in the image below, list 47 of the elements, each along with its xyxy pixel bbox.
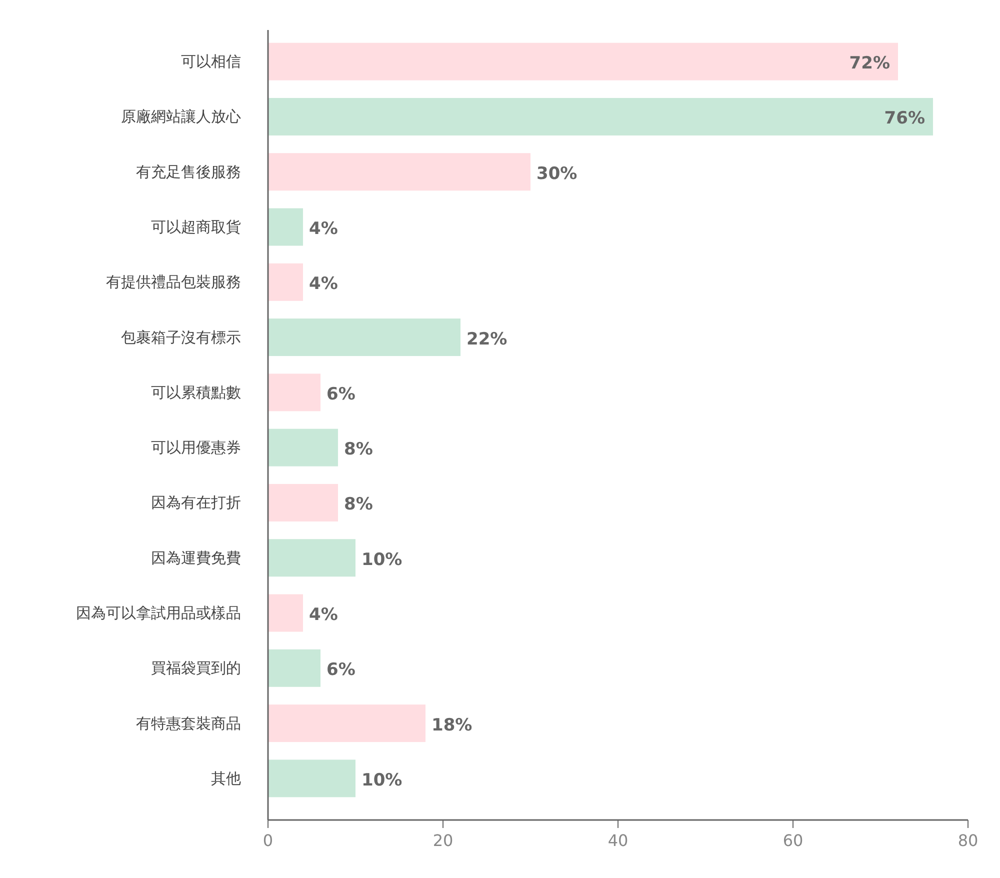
bar (268, 42, 898, 80)
data-label: 6% (326, 660, 356, 680)
y-tick-label: 可以相信 (181, 52, 241, 71)
data-label: 76% (884, 108, 925, 129)
data-label: 8% (344, 494, 373, 515)
bar (268, 760, 356, 798)
bar (268, 704, 426, 742)
bar (268, 649, 320, 687)
y-tick-label: 包裹箱子沒有標示 (121, 328, 241, 346)
x-tick-label: 0 (262, 831, 274, 850)
y-tick-label: 可以超商取貨 (151, 218, 241, 236)
y-tick-label: 可以累積點數 (151, 383, 241, 402)
y-tick-label: 其他 (211, 769, 241, 788)
bar (268, 484, 338, 522)
y-tick-label: 有充足售後服務 (136, 162, 241, 181)
y-tick-label: 因為有在打折 (151, 494, 241, 512)
x-tick-label: 40 (608, 831, 628, 850)
data-label: 18% (432, 715, 472, 736)
y-tick-label: 因為可以拿試用品或樣品 (76, 604, 241, 622)
y-tick-label: 因為運費免費 (151, 548, 241, 567)
y-tick-label: 原廠網站讓人放心 (121, 108, 241, 126)
y-tick-label: 買福袋買到的 (151, 659, 241, 678)
data-label: 6% (326, 384, 356, 404)
bar (268, 263, 303, 301)
bar (268, 98, 933, 136)
data-label: 10% (362, 770, 402, 790)
x-tick-label: 80 (958, 831, 978, 850)
data-label: 8% (344, 440, 373, 460)
y-tick-label: 有提供禮品包裝服務 (106, 273, 241, 292)
bar (268, 539, 356, 577)
data-label: 72% (849, 54, 890, 74)
y-tick-label: 可以用優惠券 (151, 438, 241, 457)
data-label: 4% (309, 274, 338, 294)
data-label: 4% (309, 605, 338, 625)
bar (268, 153, 530, 191)
data-label: 30% (536, 164, 578, 184)
bar (268, 208, 303, 246)
x-tick-label: 60 (782, 831, 804, 850)
data-label: 10% (362, 550, 402, 570)
bar (268, 374, 320, 412)
data-label: 4% (309, 219, 338, 239)
y-tick-label: 有特惠套裝商品 (136, 714, 241, 732)
x-tick-label: 20 (432, 831, 454, 850)
bar (268, 594, 303, 632)
bar (268, 318, 460, 356)
data-label: 22% (466, 329, 508, 350)
bar (268, 428, 338, 466)
